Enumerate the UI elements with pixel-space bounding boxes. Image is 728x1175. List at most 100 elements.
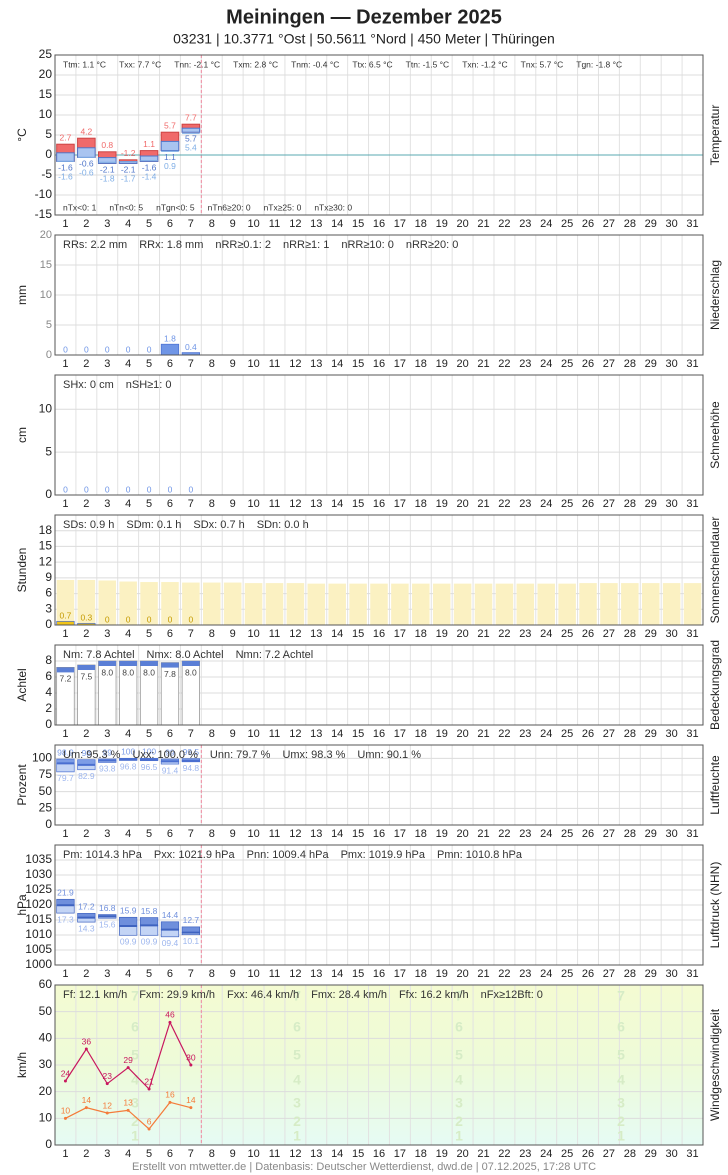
day-label: 9	[230, 728, 236, 740]
day-label: 20	[456, 728, 468, 740]
beaufort-label: 2	[293, 1113, 301, 1129]
y-tick-label: 25	[39, 801, 53, 815]
beaufort-label: 6	[455, 1018, 463, 1034]
title: Meiningen — Dezember 2025	[226, 6, 502, 28]
value-label: 1.1	[164, 152, 176, 162]
beaufort-label: 2	[131, 1113, 139, 1129]
day-label: 10	[247, 828, 259, 840]
point	[168, 1020, 172, 1024]
day-label: 7	[188, 628, 194, 640]
day-label: 3	[104, 358, 110, 370]
statistic: SHx: 0 cm	[63, 379, 114, 391]
y-axis-label: hPa	[15, 894, 29, 916]
day-label: 7	[188, 828, 194, 840]
y-tick-label: 1020	[25, 897, 52, 911]
bar	[56, 579, 75, 625]
day-label: 1	[62, 728, 68, 740]
value-label: 94.8	[183, 763, 200, 773]
day-label: 12	[289, 968, 301, 980]
statistic: nTn<0: 5	[109, 202, 143, 212]
day-label: 2	[83, 498, 89, 510]
y-axis-label: Prozent	[15, 764, 29, 806]
beaufort-label: 5	[293, 1046, 301, 1062]
y-tick-label: 0	[45, 487, 52, 501]
day-label: 7	[188, 728, 194, 740]
day-label: 23	[519, 358, 531, 370]
bar	[621, 583, 639, 625]
temp-low	[181, 127, 201, 133]
day-label: 8	[209, 968, 215, 980]
y-tick-label: 6	[45, 669, 52, 683]
value-label: 8.0	[143, 667, 155, 677]
y-tick-label: 60	[39, 977, 53, 991]
day-label: 1	[62, 358, 68, 370]
day-label: 20	[456, 828, 468, 840]
day-label: 12	[289, 358, 301, 370]
beaufort-label: 3	[293, 1094, 301, 1110]
bar	[140, 582, 158, 625]
value-label: -1.6	[58, 172, 73, 182]
statistic: nFx≥12Bft: 0	[481, 989, 543, 1001]
day-label: 10	[247, 218, 259, 230]
statistic: Tnm: -0.4 °C	[291, 59, 339, 69]
bar	[453, 583, 472, 625]
footer: Erstellt von mtwetter.de | Datenbasis: D…	[132, 1161, 596, 1173]
panel: 1 2 3 4 5 6 7 8 9 10 11 12 13 14 15 16 17 18 19 20 21 22 23 24 2…	[15, 640, 722, 740]
value-label: 93.8	[99, 764, 116, 774]
day-label: 25	[561, 358, 573, 370]
point	[147, 1087, 151, 1091]
day-label: 24	[540, 628, 552, 640]
y-tick-label: 1025	[25, 882, 52, 896]
value-label: 10.1	[183, 936, 200, 946]
day-label: 21	[477, 498, 489, 510]
day-label: 23	[519, 498, 531, 510]
day-label: 25	[561, 1148, 573, 1160]
bar-cap	[119, 661, 137, 666]
statistic: nTx<0: 1	[63, 202, 97, 212]
statistic: Ttx: 6.5 °C	[352, 59, 392, 69]
day-label: 31	[686, 628, 698, 640]
day-label: 8	[209, 358, 215, 370]
statistic: Fxm: 29.9 km/h	[139, 989, 215, 1001]
day-label: 5	[146, 728, 152, 740]
day-label: 30	[666, 728, 678, 740]
day-label: 29	[645, 968, 657, 980]
y-axis-label: cm	[15, 427, 29, 443]
day-label: 19	[436, 728, 448, 740]
day-label: 4	[125, 828, 131, 840]
range-lower	[56, 762, 75, 773]
y-tick-label: 20	[39, 67, 53, 81]
day-label: 4	[125, 968, 131, 980]
day-label: 10	[247, 728, 259, 740]
value-label: 13	[123, 1098, 133, 1108]
y-tick-label: 0	[45, 617, 52, 631]
value-label: 16.8	[99, 903, 116, 913]
range-upper	[119, 916, 138, 927]
y-axis-label: Achtel	[15, 668, 29, 701]
y-tick-label: 1015	[25, 912, 52, 926]
bar	[558, 583, 576, 625]
day-label: 17	[394, 628, 406, 640]
value-label: 1.8	[164, 333, 176, 343]
day-label: 7	[188, 1148, 194, 1160]
day-label: 2	[83, 1148, 89, 1160]
day-label: 17	[394, 358, 406, 370]
temp-low	[77, 147, 96, 158]
value-label: 82.9	[78, 771, 95, 781]
y-tick-label: 1000	[25, 957, 52, 971]
bar	[516, 583, 535, 625]
day-label: 22	[498, 358, 510, 370]
point	[126, 1108, 130, 1112]
day-label: 28	[624, 828, 636, 840]
day-label: 11	[269, 968, 280, 980]
day-label: 20	[456, 1148, 468, 1160]
beaufort-label: 7	[617, 988, 625, 1004]
statistic: Nm: 7.8 Achtel	[63, 649, 135, 661]
day-label: 7	[188, 968, 194, 980]
day-label: 8	[209, 628, 215, 640]
beaufort-label: 7	[455, 988, 463, 1004]
value-label: 0	[105, 484, 110, 494]
value-label: 0	[84, 484, 89, 494]
day-label: 25	[561, 968, 573, 980]
